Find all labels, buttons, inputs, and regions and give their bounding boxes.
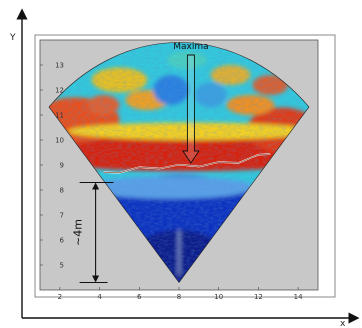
x-tick-label: 4: [97, 293, 102, 301]
distance-arrowhead-bottom: [92, 275, 100, 283]
heatmap-sector: [48, 42, 310, 283]
maxima-arrow: [182, 54, 200, 164]
y-tick-label: 8: [60, 187, 64, 195]
maxima-curve-core: [103, 153, 271, 174]
y-tick-label: 9: [60, 162, 64, 170]
x-axis-ticks: 2 4 6 8 10 12 14: [58, 287, 303, 301]
y-tick-label: 7: [60, 212, 64, 220]
x-tick-label: 12: [254, 293, 263, 301]
x-tick-label: 8: [177, 293, 181, 301]
y-tick-label: 12: [55, 87, 64, 95]
x-tick-label: 14: [294, 293, 303, 301]
y-tick-label: 10: [55, 137, 64, 145]
x-tick-label: 2: [58, 293, 62, 301]
y-axis-ticks: 5 6 7 8 9 10 11 12 13: [40, 62, 65, 270]
plot-frame: [34, 34, 336, 298]
distance-label: ~4m: [72, 219, 85, 246]
y-tick-label: 6: [60, 237, 65, 245]
y-tick-label: 13: [55, 62, 64, 70]
sector-outline: [48, 42, 310, 284]
y-tick-label: 5: [60, 262, 64, 270]
distance-arrowhead-top: [92, 182, 100, 190]
x-tick-label: 10: [214, 293, 223, 301]
maxima-label: Maxima: [173, 42, 208, 52]
x-tick-label: 6: [137, 293, 142, 301]
x-axis-label: x: [340, 319, 346, 328]
y-tick-label: 11: [55, 112, 64, 120]
y-axis-label: Y: [9, 33, 16, 43]
